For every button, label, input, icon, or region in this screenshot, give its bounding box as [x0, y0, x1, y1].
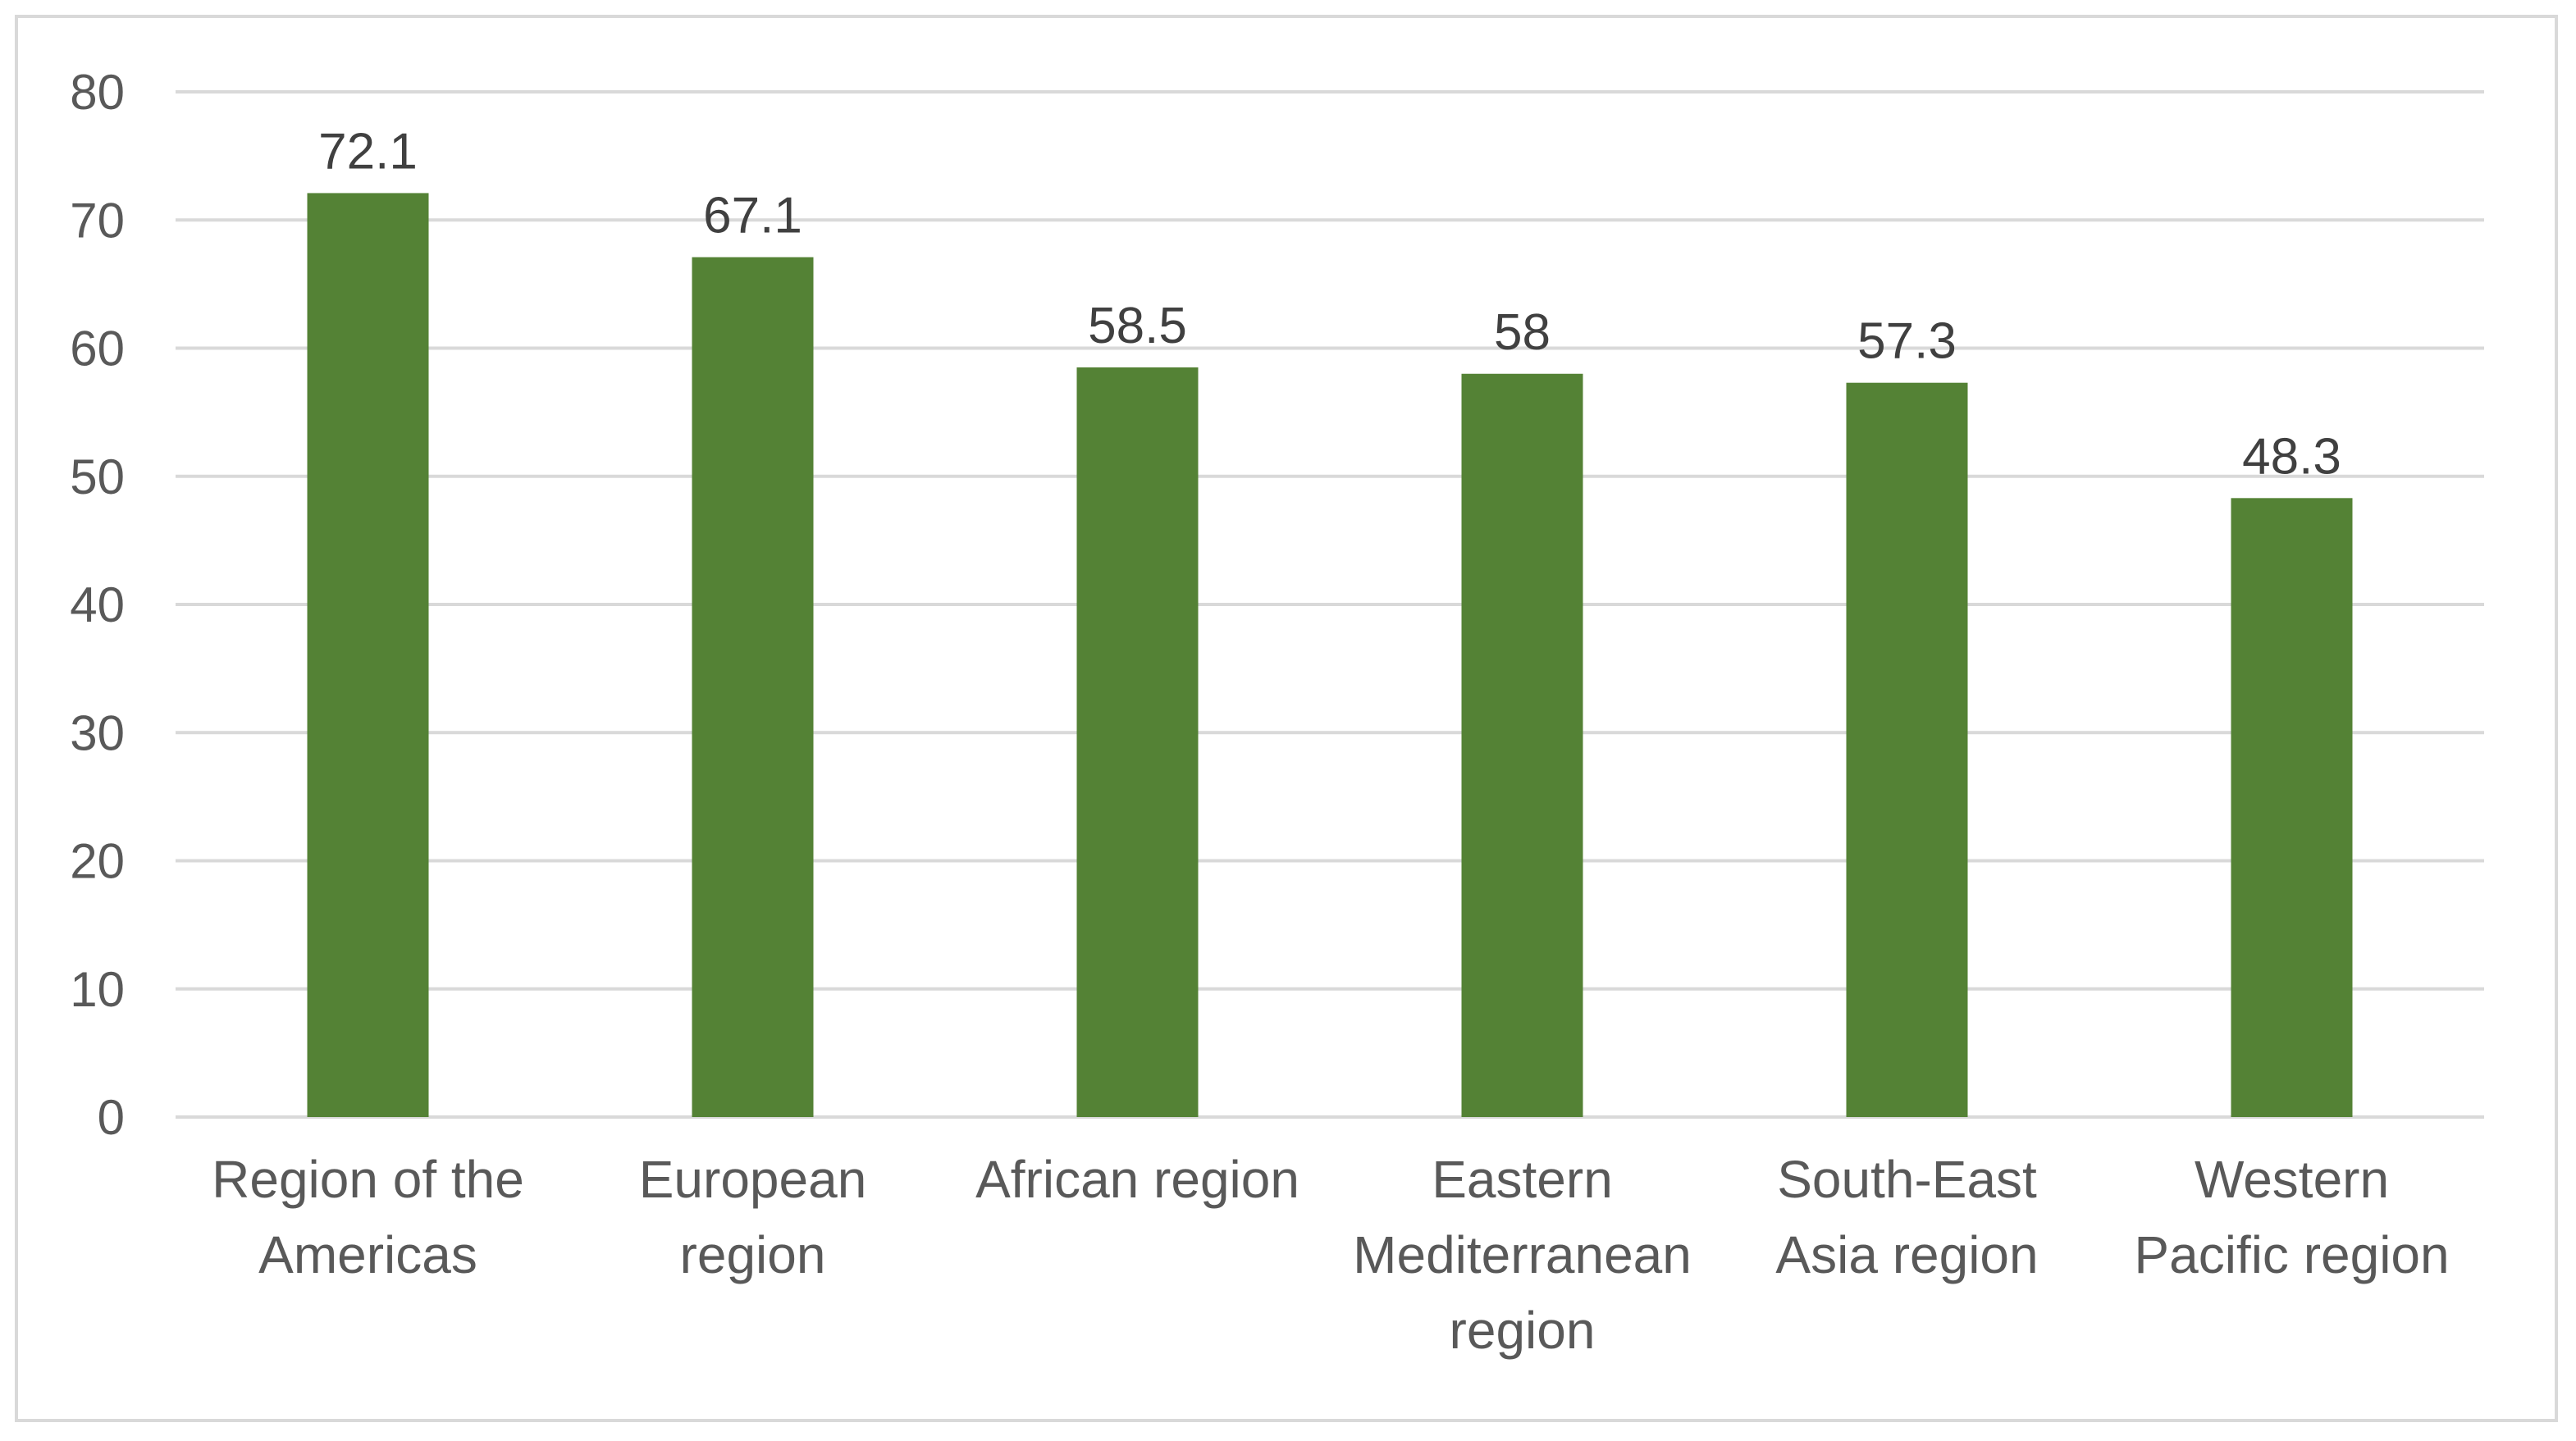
- y-tick-label: 10: [70, 962, 125, 1017]
- y-tick-label: 0: [98, 1090, 125, 1145]
- y-tick-label: 80: [70, 65, 125, 120]
- chart-frame: 0 10 20 30 40 50 60 70 80 72.1 67.1 58.5 58 57.3 48.3…: [15, 15, 2558, 1422]
- x-axis-category-labels: Region of the Americas European region Afric…: [212, 1150, 2449, 1360]
- category-label-line: Eastern: [1432, 1150, 1613, 1209]
- bars: [307, 193, 2353, 1117]
- data-label: 67.1: [703, 188, 802, 244]
- bar: [307, 193, 429, 1117]
- category-label-line: region: [1450, 1301, 1596, 1360]
- category-label: South-East Asia region: [1775, 1150, 2038, 1284]
- gridlines: [176, 90, 2484, 1119]
- category-label: European region: [639, 1150, 867, 1284]
- y-tick-label: 20: [70, 834, 125, 889]
- bar: [1461, 373, 1583, 1117]
- bar: [2231, 498, 2353, 1117]
- bar: [1846, 382, 1968, 1117]
- category-label: Region of the Americas: [212, 1150, 524, 1284]
- category-label: African region: [975, 1150, 1299, 1209]
- category-label-line: region: [680, 1225, 826, 1284]
- category-label: Western Pacific region: [2134, 1150, 2449, 1284]
- category-label-line: Pacific region: [2134, 1225, 2449, 1284]
- bar: [692, 257, 814, 1117]
- category-label-line: African region: [975, 1150, 1299, 1209]
- y-axis-tick-labels: 0 10 20 30 40 50 60 70 80: [70, 65, 125, 1145]
- data-label: 48.3: [2242, 428, 2341, 485]
- category-label-line: Americas: [258, 1225, 477, 1284]
- y-tick-label: 40: [70, 577, 125, 632]
- data-label: 72.1: [318, 123, 418, 180]
- bar: [1076, 367, 1199, 1117]
- y-tick-label: 70: [70, 193, 125, 248]
- category-label-line: Mediterranean: [1353, 1225, 1692, 1284]
- y-tick-label: 30: [70, 705, 125, 760]
- category-label-line: European: [639, 1150, 867, 1209]
- category-label-line: Western: [2195, 1150, 2389, 1209]
- bar-chart: 0 10 20 30 40 50 60 70 80 72.1 67.1 58.5 58 57.3 48.3…: [70, 65, 2484, 1360]
- y-tick-label: 60: [70, 321, 125, 376]
- data-label: 58: [1494, 304, 1551, 361]
- y-tick-label: 50: [70, 449, 125, 504]
- category-label-line: Asia region: [1775, 1225, 2038, 1284]
- data-labels: 72.1 67.1 58.5 58 57.3 48.3: [318, 123, 2341, 485]
- category-label: Eastern Mediterranean region: [1353, 1150, 1692, 1360]
- category-label-line: South-East: [1777, 1150, 2037, 1209]
- category-label-line: Region of the: [212, 1150, 524, 1209]
- data-label: 57.3: [1857, 313, 1957, 370]
- data-label: 58.5: [1088, 298, 1187, 354]
